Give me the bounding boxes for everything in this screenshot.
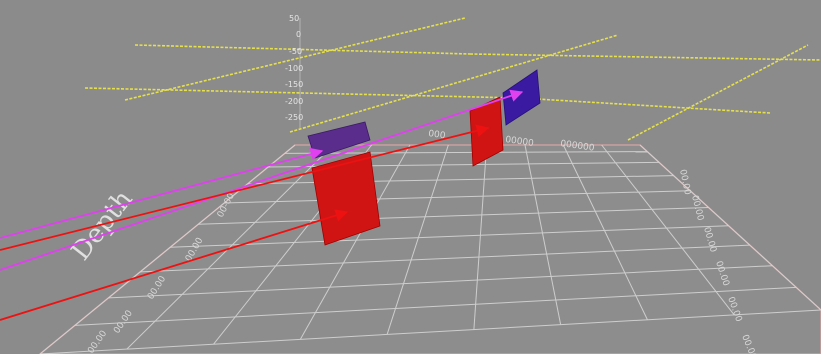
- track-line-2: [469, 53, 821, 61]
- axis-tick-label: -250: [285, 113, 303, 122]
- floor-plane: [38, 144, 821, 354]
- vertical-axis: 50 0 -50 -100 -150 -200 -250: [285, 14, 303, 128]
- grid-line: [601, 144, 735, 316]
- grid-line: [562, 144, 648, 320]
- axis-tick-label: -200: [285, 97, 303, 106]
- far-edge-label: 00000: [505, 135, 535, 149]
- grid-line: [170, 225, 729, 248]
- track-line-4: [519, 97, 771, 114]
- far-edge-labels: 000 00000 000000: [428, 129, 596, 154]
- track-lines: [84, 17, 821, 141]
- grid-line: [299, 144, 411, 340]
- grid-line: [524, 144, 562, 325]
- grid-line: [39, 144, 296, 354]
- grid-line: [39, 309, 821, 354]
- track-line-3: [84, 87, 521, 99]
- magenta-arrow-to-far-panel: [0, 89, 524, 271]
- magenta-arrow-to-near-panel: [0, 147, 324, 239]
- grid-line: [126, 144, 334, 350]
- red-arrow-to-far-panel: [0, 124, 490, 251]
- far-edge-label: 000: [428, 129, 447, 141]
- axis-tick-label: 50: [289, 14, 299, 23]
- grid-line: [473, 144, 488, 330]
- grid-line: [198, 207, 709, 225]
- grid-line: [108, 265, 773, 299]
- track-line-1: [134, 44, 471, 55]
- axis-tick-label: -150: [285, 80, 303, 89]
- track-line-7: [627, 44, 809, 141]
- far-edge-label: 000000: [560, 139, 596, 154]
- axis-tick-label: -50: [289, 47, 302, 56]
- track-line-6: [289, 34, 619, 133]
- grid-line: [224, 190, 691, 204]
- grid-line: [140, 244, 750, 273]
- axis-tick-label: 0: [296, 30, 301, 39]
- grid-line: [639, 144, 821, 311]
- axis-tick-label: -100: [285, 64, 303, 73]
- grid-line: [74, 286, 797, 326]
- red-arrow-to-near-panel: [0, 209, 349, 321]
- grid-line: [386, 144, 449, 335]
- annotation-arrows: [0, 89, 524, 321]
